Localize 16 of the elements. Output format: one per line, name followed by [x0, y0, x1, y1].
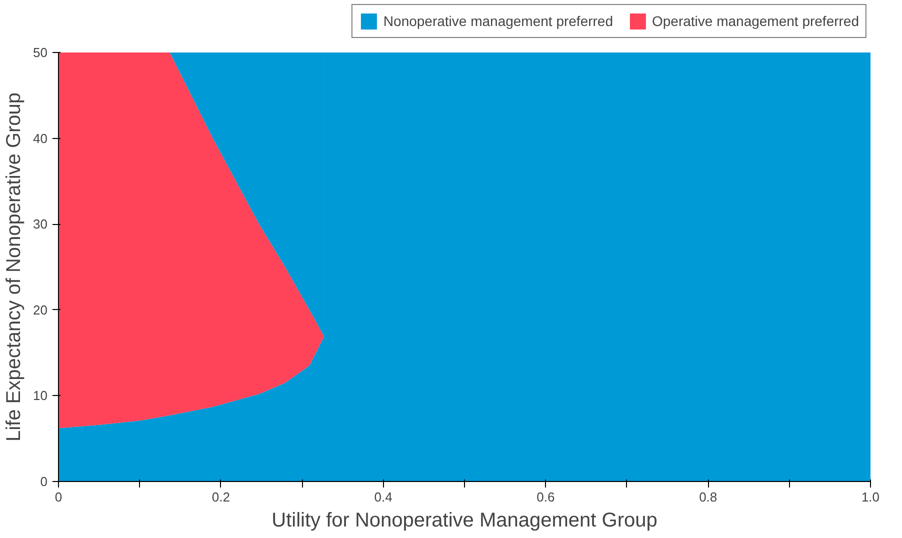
x-tick-label: 0.4: [374, 490, 392, 504]
y-tick-label: 0: [40, 474, 48, 489]
y-tick-label: 50: [33, 45, 48, 60]
x-tick-label: 0.8: [699, 490, 718, 504]
y-tick-label: 40: [33, 130, 48, 146]
y-tick-label: 30: [33, 216, 48, 232]
legend-label: Operative management preferred: [652, 13, 859, 29]
y-tick-label: 10: [33, 388, 48, 404]
x-tick-label: 0.2: [212, 490, 230, 504]
x-tick-label: 0: [54, 490, 62, 504]
x-axis-title: Utility for Nonoperative Management Group: [272, 510, 658, 532]
legend-label: Nonoperative management preferred: [383, 13, 613, 29]
y-axis-title: Life Expectancy of Nonoperative Group: [3, 92, 26, 442]
x-tick-label: 0.6: [536, 490, 555, 504]
y-tick-label: 20: [33, 302, 48, 318]
x-tick-label: 1.0: [861, 490, 880, 504]
